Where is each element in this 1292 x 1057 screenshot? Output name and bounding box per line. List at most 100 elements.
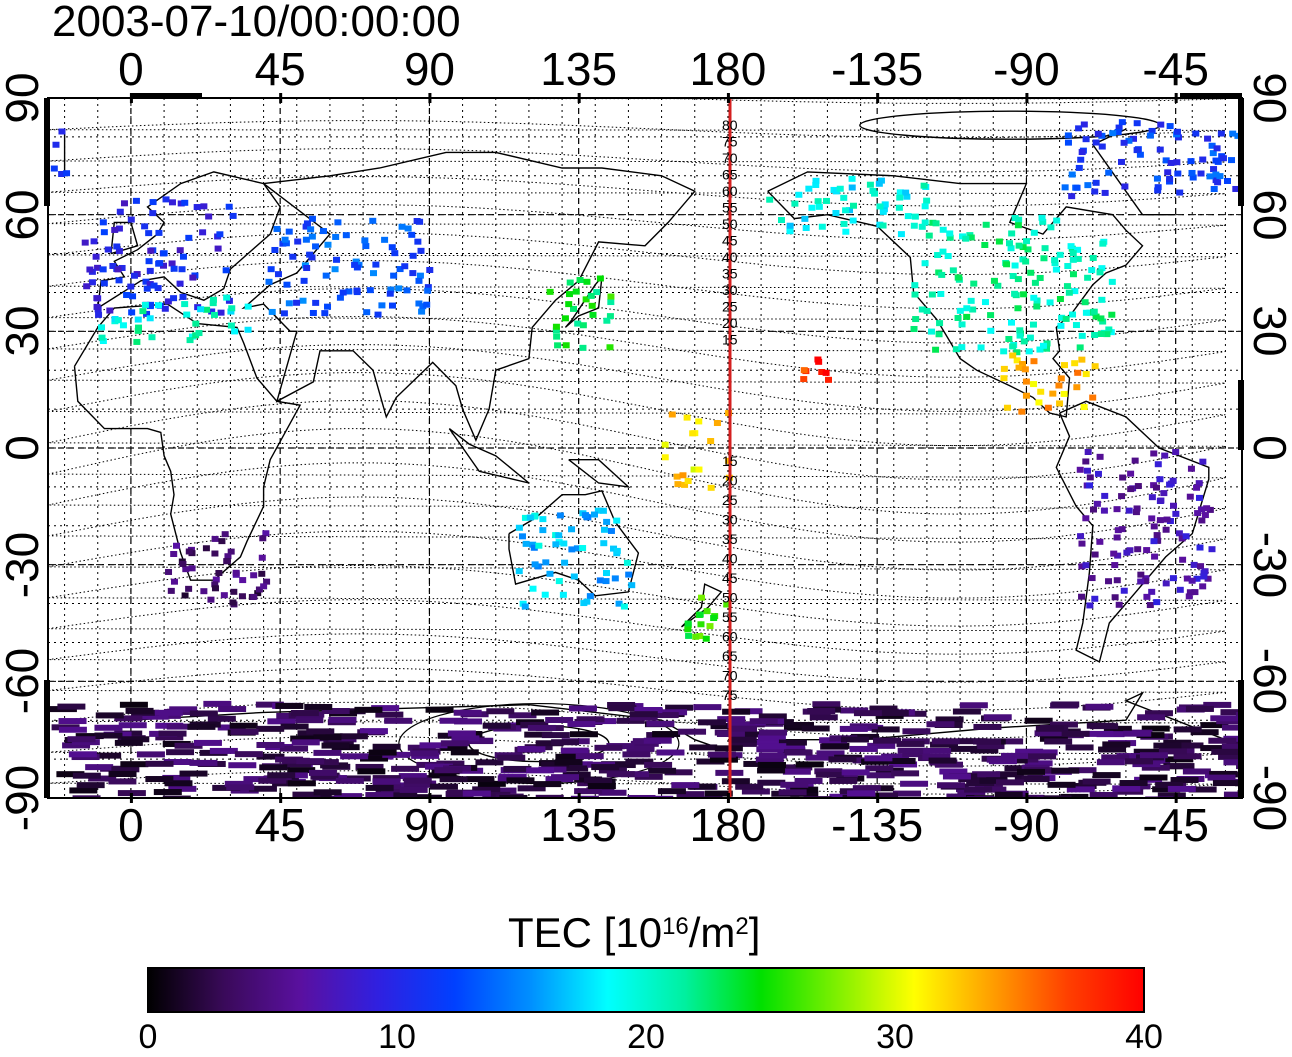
tec-cell-europe	[162, 196, 170, 203]
tec-cell-antarctica	[453, 709, 482, 716]
tec-cell-antarctica	[935, 761, 964, 768]
tec-cell-antarctica	[786, 721, 815, 728]
left-lat-label: 30	[0, 305, 48, 357]
tec-cell-antarctica	[162, 795, 191, 798]
tec-cell-europe	[161, 305, 169, 312]
tec-cell-antarctica	[697, 719, 726, 726]
tec-cell-antarctica	[321, 742, 350, 749]
tec-cell-mediterranean	[195, 330, 203, 337]
tec-cell-antarctica	[1082, 778, 1111, 785]
frame-segment	[1238, 98, 1244, 206]
tec-cell-antarctica	[930, 741, 959, 748]
tec-cell-central-asia	[306, 251, 314, 258]
tec-cell-north-america	[921, 219, 929, 226]
tec-cell-new-zealand	[723, 601, 731, 608]
tec-cell-antarctica	[62, 742, 91, 749]
tec-cell-greenland-arctic	[1101, 189, 1109, 196]
tec-cell-mediterranean	[146, 315, 154, 322]
tec-cell-antarctica	[1061, 730, 1090, 737]
tec-cell-antarctica	[1200, 722, 1229, 729]
tec-cell-hawaii	[822, 369, 830, 376]
tec-cell-antarctica	[946, 793, 975, 798]
tec-cell-pacific-equatorial	[684, 478, 692, 485]
tec-cell-antarctica	[902, 728, 931, 735]
tec-cell-north-america	[990, 277, 998, 284]
tec-cell-antarctica	[1209, 770, 1238, 777]
tec-cell-antarctica	[535, 794, 564, 798]
tec-cell-central-asia	[299, 297, 307, 304]
tec-cell-alaska-canada	[795, 191, 803, 198]
tec-cell-australia	[541, 591, 549, 598]
tec-cell-japan	[606, 344, 614, 351]
tec-cell-central-asia	[300, 277, 308, 284]
tec-cell-antarctica	[517, 745, 546, 752]
tec-cell-antarctica	[391, 765, 420, 772]
tec-cell-south-america	[1084, 448, 1092, 455]
tec-cell-south-america	[1076, 466, 1084, 473]
left-lat-label: 90	[0, 72, 48, 124]
tec-cell-antarctica	[1170, 777, 1199, 784]
tec-cell-south-america	[1206, 506, 1214, 513]
tec-cell-antarctica	[535, 740, 564, 747]
tec-cell-pacific-equatorial	[695, 418, 703, 425]
tec-cell-south-africa	[211, 535, 219, 542]
tec-cell-antarctica	[389, 792, 418, 798]
tec-cell-antarctica	[986, 756, 1015, 763]
tec-cell-new-zealand	[685, 632, 693, 639]
tec-cell-antarctica	[174, 742, 203, 749]
tec-cell-south-america	[1078, 540, 1086, 547]
tec-cell-australia	[522, 540, 530, 547]
tec-cell-south-america	[1199, 583, 1207, 590]
tec-cell-south-america	[1193, 575, 1201, 582]
tec-cell-europe	[93, 303, 101, 310]
tec-cell-north-america	[1030, 294, 1038, 301]
tec-cell-antarctica	[1024, 760, 1053, 767]
tec-cell-greenland-arctic	[1164, 169, 1172, 176]
tec-cell-antarctica	[849, 745, 878, 752]
tec-cell-greenland-arctic	[1219, 155, 1227, 162]
tec-cell-antarctica	[897, 747, 926, 754]
colorbar-tick-label: 0	[138, 1018, 158, 1056]
tec-cell-greenland-arctic	[1075, 125, 1083, 132]
tec-cell-pacific-equatorial	[681, 481, 689, 488]
tec-cell-north-america	[1023, 238, 1031, 245]
tec-cell-antarctica	[108, 778, 137, 785]
tec-cell-antarctica	[290, 735, 319, 742]
tec-cell-greenland-arctic	[1117, 158, 1125, 165]
tec-cell-antarctica	[973, 723, 1002, 730]
tec-cell-europe	[118, 264, 126, 271]
tec-cell-antarctica	[645, 795, 674, 798]
tec-cell-north-america	[1047, 224, 1055, 231]
tec-cell-north-america	[1025, 348, 1033, 355]
tec-cell-south-america	[1183, 575, 1191, 582]
tec-cell-australia	[573, 545, 581, 552]
tec-cell-australia	[596, 577, 604, 584]
tec-cell-alaska-canada	[832, 188, 840, 195]
tec-cell-alaska-canada	[923, 197, 931, 204]
tec-cell-antarctica	[869, 705, 898, 712]
tec-cell-north-america	[994, 282, 1002, 289]
tec-cell-antarctica	[248, 785, 277, 792]
tec-cell-central-asia	[294, 238, 302, 245]
tec-cell-central-america	[1015, 364, 1023, 371]
tec-cell-greenland-arctic	[1146, 132, 1154, 139]
tec-cell-antarctica	[296, 758, 325, 765]
tec-cell-antarctica	[281, 757, 310, 764]
tec-cell-central-asia	[273, 225, 281, 232]
tec-cell-antarctica	[973, 738, 1002, 745]
tec-cell-north-america	[1041, 245, 1049, 252]
tec-cell-south-africa	[259, 535, 267, 542]
tec-cell-north-america	[1057, 322, 1065, 329]
tec-cell-europe	[127, 283, 135, 290]
tec-cell-north-america	[1056, 251, 1064, 258]
tec-cell-greenland-arctic	[58, 170, 66, 177]
tec-cell-antarctica	[709, 756, 738, 763]
tec-cell-antarctica	[728, 736, 757, 743]
tec-cell-pacific-equatorial	[707, 438, 715, 445]
tec-cell-antarctica	[436, 760, 465, 767]
tec-cell-south-america	[1150, 523, 1158, 530]
tec-cell-greenland-arctic	[1068, 193, 1076, 200]
tec-cell-antarctica	[1185, 705, 1214, 712]
tec-cell-antarctica	[1133, 748, 1162, 755]
tec-cell-antarctica	[136, 751, 165, 758]
